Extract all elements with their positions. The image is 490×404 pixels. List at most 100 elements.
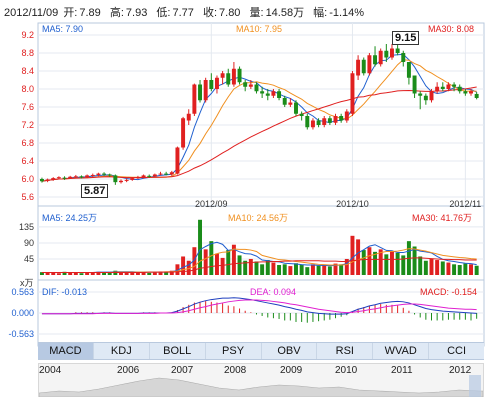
tab-obv[interactable]: OBV — [262, 343, 318, 359]
volume-chart: 135 90 45 — [19, 219, 484, 275]
macd-dea-line — [41, 299, 477, 315]
candle-body — [113, 175, 118, 183]
candle-body — [288, 102, 293, 105]
price-tick-label: 6.4 — [21, 156, 34, 166]
macd-dif-label: DIF: -0.013 — [42, 287, 88, 297]
candle-body — [231, 68, 236, 85]
volume-bar — [310, 264, 315, 275]
volume-bar — [226, 250, 231, 275]
price-x-tick-label: 2012/11 — [449, 199, 481, 209]
navigator-sparkline — [39, 375, 483, 397]
volume-bar — [68, 272, 73, 275]
volume-bar — [373, 251, 378, 275]
volume-bar — [423, 260, 428, 275]
volume-bar — [401, 255, 406, 275]
candle-body — [147, 175, 152, 177]
macd-value-label: MACD: -0.154 — [420, 287, 478, 297]
year-label[interactable]: 2008 — [224, 365, 247, 376]
candle-body — [390, 48, 394, 58]
volume-bar — [412, 246, 417, 275]
year-label[interactable]: 2006 — [117, 365, 140, 376]
candle-body — [169, 172, 174, 175]
price-chart: 9.2 8.8 8.4 8.0 7.6 7.2 6.8 6.4 6.0 5.6 2012/09 201… — [21, 23, 484, 209]
year-label[interactable]: 2007 — [171, 365, 194, 376]
year-label[interactable]: 2009 — [280, 365, 303, 376]
volume-bar — [435, 260, 440, 275]
candle-body — [226, 73, 231, 85]
volume-tick-label: 45 — [24, 254, 34, 264]
price-low-marker: 5.87 — [81, 184, 109, 198]
candle-body — [73, 176, 78, 178]
year-range-navigator[interactable]: 2004 2006 2007 2008 2009 2010 2011 2012 — [38, 363, 484, 397]
tab-cci[interactable]: CCI — [447, 345, 467, 357]
macd-dea-label: DEA: 0.094 — [250, 287, 297, 297]
volume-bar — [220, 257, 225, 275]
tab-kdj[interactable]: KDJ — [94, 343, 150, 359]
navigator-selection — [469, 375, 481, 397]
macd-tick-label: 0.563 — [11, 287, 34, 297]
candle-body — [203, 80, 208, 101]
high-label: 高: — [109, 7, 124, 19]
volume-bar — [107, 272, 112, 275]
candle-body — [85, 175, 90, 178]
tab-rsi[interactable]: RSI — [317, 343, 374, 359]
tab-macd[interactable]: MACD — [38, 343, 94, 359]
volume-bar — [96, 271, 101, 275]
tab-boll[interactable]: BOLL — [150, 343, 206, 359]
candle-body — [474, 93, 479, 98]
volume-bar — [90, 272, 95, 275]
candle-body — [237, 68, 242, 83]
candle-body — [457, 86, 462, 92]
volume-ma30-line — [41, 257, 477, 274]
volume-bar — [418, 256, 423, 275]
volume-bar — [203, 249, 208, 275]
candle-body — [90, 174, 95, 176]
volume-bar — [288, 266, 293, 275]
quote-date: 2012/11/09 — [4, 7, 59, 19]
volume-bar — [260, 264, 265, 275]
low-label: 低: — [156, 7, 171, 19]
year-label[interactable]: 2004 — [39, 365, 62, 376]
quote-header: 2012/11/09 开: 7.89 高: 7.93 低: 7.77 收: 7.80 量… — [4, 4, 366, 20]
volume-bar — [124, 272, 129, 275]
volume-bar — [164, 272, 169, 275]
price-tick-label: 7.6 — [21, 102, 34, 112]
volume-bar — [198, 219, 203, 275]
year-label[interactable]: 2011 — [391, 365, 413, 376]
volume-bar — [390, 251, 394, 275]
year-label[interactable]: 2010 — [335, 365, 358, 376]
candle-body — [51, 178, 56, 180]
volume-ma10-label: MA10: 24.56万 — [228, 213, 289, 223]
candle-body — [181, 118, 186, 148]
price-ma10-label: MA10: 7.95 — [236, 24, 283, 34]
candle-body — [333, 116, 338, 123]
open-value: 7.89 — [79, 7, 101, 19]
price-x-tick-label: 2012/09 — [195, 199, 228, 209]
volume-bar — [299, 265, 304, 275]
volume-bar — [446, 262, 451, 275]
candle-body — [271, 91, 276, 96]
volume-bar — [452, 264, 457, 275]
volume-bar — [265, 260, 270, 275]
volume-bar — [395, 252, 400, 275]
close-value: 7.80 — [219, 7, 241, 19]
price-tick-label: 6.8 — [21, 138, 34, 148]
candle-body — [406, 62, 411, 78]
candle-body — [361, 59, 366, 74]
tab-wvad[interactable]: WVAD — [373, 343, 430, 359]
volume-bar — [457, 265, 462, 275]
volume-bar — [141, 271, 146, 275]
candle-body — [158, 173, 163, 175]
candle-body — [373, 55, 378, 65]
volume-bar — [356, 239, 361, 275]
macd-tick-label: -0.563 — [8, 329, 34, 339]
year-label[interactable]: 2012 — [449, 365, 472, 376]
price-tick-label: 7.2 — [21, 120, 34, 130]
volume-bar — [192, 247, 197, 275]
volume-bar — [322, 265, 327, 275]
price-ma30-label: MA30: 8.08 — [428, 24, 475, 34]
volume-bar — [469, 264, 473, 275]
price-x-tick-label: 2012/10 — [336, 199, 369, 209]
tab-psy[interactable]: PSY — [206, 343, 262, 359]
